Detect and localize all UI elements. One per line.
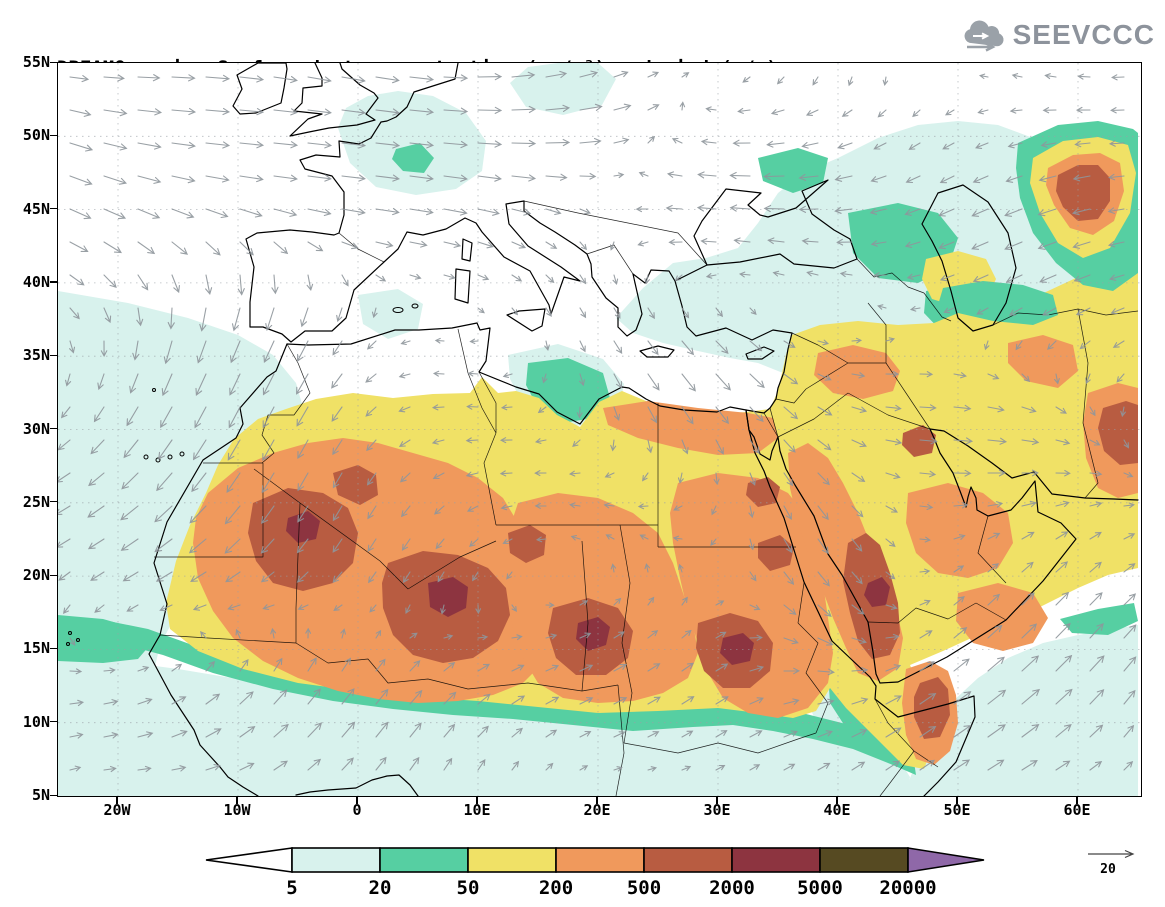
- axis-tick: [596, 796, 598, 804]
- graticule: [58, 63, 1141, 796]
- axis-tick: [116, 796, 118, 804]
- lat-tick-label: 10N: [22, 712, 50, 731]
- seevccc-logo: SEEVCCC: [961, 18, 1155, 52]
- axis-tick: [50, 61, 58, 63]
- colorbar-label: 20: [369, 877, 392, 899]
- axis-tick: [1076, 796, 1078, 804]
- wind-reference-arrow: [1088, 849, 1135, 859]
- axis-tick: [50, 501, 58, 503]
- lon-tick-label: 10W: [223, 801, 251, 819]
- lon-tick-label: 20W: [103, 801, 131, 819]
- lat-tick-label: 45N: [22, 199, 50, 218]
- lat-tick-label: 30N: [22, 419, 50, 438]
- colorbar: 5 20 50 200 500 2000 5000 20000: [0, 838, 1165, 907]
- colorbar-label: 50: [457, 877, 480, 899]
- coastline-corsica: [461, 238, 473, 262]
- coastline-sardinia: [454, 268, 471, 304]
- colorbar-label: 200: [539, 877, 573, 899]
- lon-tick-label: 40E: [823, 801, 851, 819]
- axis-tick: [50, 647, 58, 650]
- coastline-crete: [639, 345, 675, 358]
- lon-tick-label: 10E: [463, 801, 491, 819]
- colorbar-label: 5: [286, 877, 297, 899]
- coastline-caspian-sea: [921, 184, 1017, 332]
- axis-tick: [50, 794, 58, 796]
- axis-tick: [50, 281, 58, 283]
- lon-tick-label: 30E: [703, 801, 731, 819]
- wind-arrows: [58, 70, 1137, 773]
- colorbar-label: 2000: [709, 877, 755, 899]
- axis-tick: [50, 208, 58, 210]
- island-dots: [66, 303, 419, 646]
- coastline-sinai: [745, 409, 779, 461]
- coastlines: [148, 63, 1139, 796]
- axis-tick: [50, 354, 58, 356]
- coastline-europe: [245, 63, 708, 343]
- axis-tick: [476, 796, 478, 804]
- forecast-map: [57, 62, 1142, 797]
- axis-tick: [836, 796, 838, 804]
- lat-tick-label: 5N: [31, 786, 50, 804]
- axis-tick: [50, 574, 58, 576]
- cloud-icon: [964, 20, 1004, 52]
- lat-tick-label: 15N: [22, 639, 50, 658]
- axis-tick: [236, 796, 238, 804]
- lat-tick-label: 40N: [22, 272, 50, 291]
- logo-text: SEEVCCC: [1012, 19, 1155, 50]
- coastline-sicily: [506, 308, 546, 332]
- wind-reference-label: 20: [1100, 862, 1116, 877]
- lat-tick-label: 20N: [22, 566, 50, 585]
- dust-layer-2000-5000: [286, 511, 890, 665]
- axis-tick: [50, 134, 58, 136]
- coastline-iran: [929, 428, 1139, 501]
- lon-tick-label: 20E: [583, 801, 611, 819]
- axis-tick: [956, 796, 958, 804]
- map-canvas: [58, 63, 1141, 796]
- colorbar-canvas: 5 20 50 200 500 2000 5000 20000: [205, 847, 985, 899]
- axis-tick: [50, 428, 58, 430]
- coastline-africa-west: [148, 343, 419, 796]
- lon-tick-label: 50E: [943, 801, 971, 819]
- lon-tick-label: 0: [352, 801, 362, 819]
- lat-tick-label: 25N: [22, 492, 50, 511]
- lon-tick-label: 60E: [1063, 801, 1091, 819]
- lat-tick-label: 35N: [22, 346, 50, 365]
- axis-tick: [50, 721, 58, 723]
- coastline-black-sea: [693, 179, 858, 269]
- axis-tick: [356, 796, 358, 804]
- lat-tick-label: 55N: [22, 53, 50, 71]
- axis-tick: [716, 796, 718, 804]
- colorbar-label: 20000: [879, 877, 936, 899]
- coastline-uk: [289, 63, 379, 137]
- colorbar-label: 500: [627, 877, 661, 899]
- coastline-ireland: [232, 63, 288, 115]
- country-borders: [154, 200, 1139, 796]
- colorbar-label: 5000: [797, 877, 843, 899]
- lat-tick-label: 50N: [22, 126, 50, 145]
